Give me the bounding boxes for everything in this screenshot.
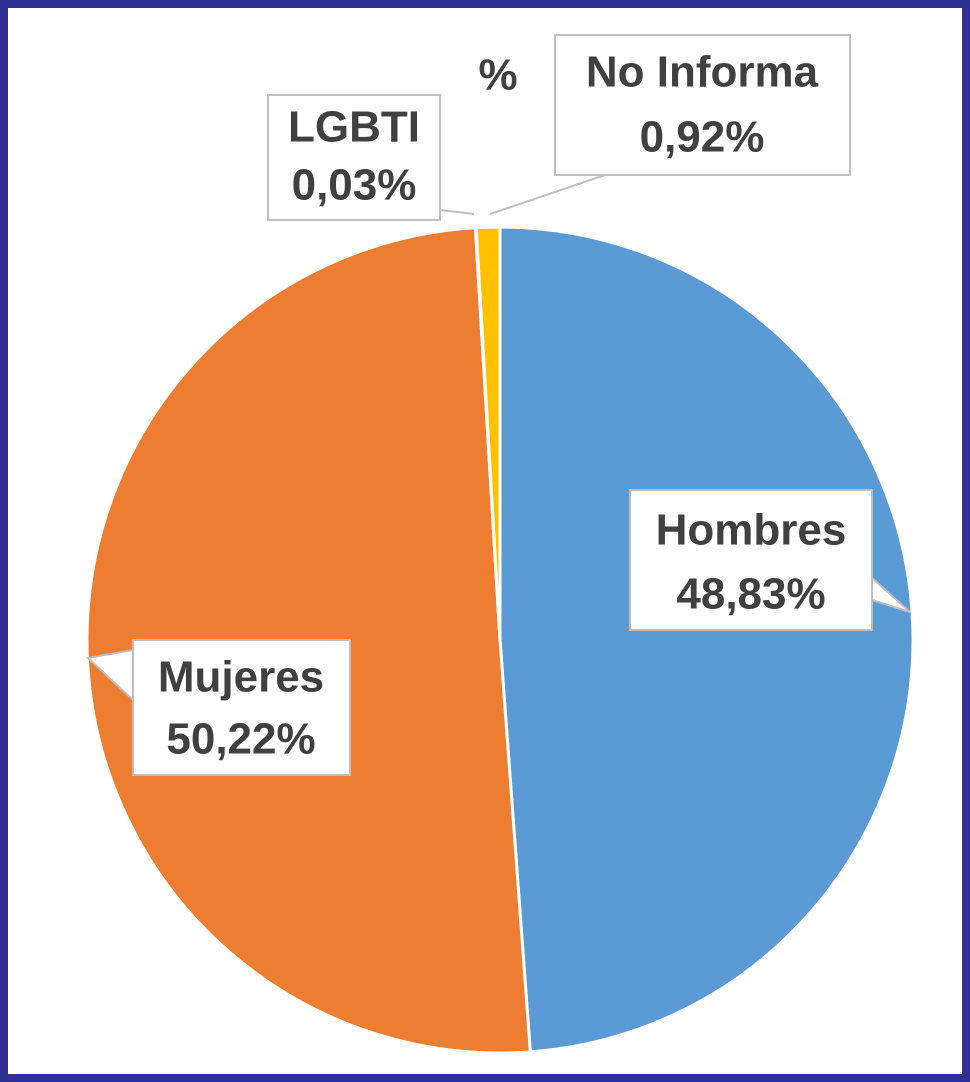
slice-label: LGBTI bbox=[288, 103, 420, 152]
label-box bbox=[554, 34, 851, 176]
value-label: 50,22% bbox=[166, 715, 315, 764]
chart-title: % bbox=[478, 51, 517, 100]
pie-slice bbox=[498, 225, 915, 1054]
leader-line bbox=[439, 209, 475, 215]
value-label: 0,03% bbox=[292, 161, 417, 210]
labels: Hombres 48,83% Mujeres 50,22% LGBTI 0,03% No I… bbox=[158, 48, 847, 764]
slice-label: Mujeres bbox=[158, 653, 324, 702]
label-box bbox=[132, 639, 351, 776]
slice-label: Hombres bbox=[656, 506, 847, 555]
label-box bbox=[267, 94, 441, 221]
callout-pointer bbox=[85, 648, 134, 703]
label-box bbox=[629, 489, 873, 631]
slices bbox=[85, 225, 915, 1055]
leader-line bbox=[489, 174, 606, 215]
pie-slice bbox=[474, 225, 502, 641]
value-label: 48,83% bbox=[676, 570, 825, 619]
slice-label: No Informa bbox=[586, 48, 819, 97]
value-label: 0,92% bbox=[640, 113, 765, 162]
callout-pointer bbox=[871, 575, 911, 613]
